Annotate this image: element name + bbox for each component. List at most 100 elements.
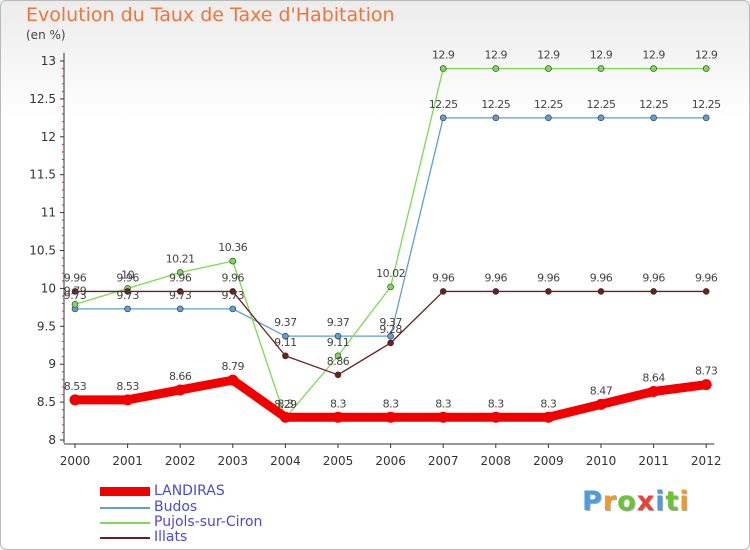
point-landiras <box>174 384 186 396</box>
legend-label-illats: Illats <box>154 529 188 545</box>
point-pujols-sur-ciron <box>387 283 394 291</box>
y-tick-label: 11.5 <box>29 168 56 182</box>
y-tick-label: 10.5 <box>29 244 56 258</box>
point-budos <box>597 114 605 122</box>
point-budos <box>545 114 552 122</box>
data-labels: 9.73 9.73 9.73 9.73 9.37 9.37 9.37 12.25 12.25 12… <box>64 49 722 411</box>
data-label-pujols-sur-ciron: 10.02 <box>376 267 405 280</box>
point-landiras <box>122 394 134 406</box>
legend-swatch-landiras <box>100 487 150 496</box>
data-label-budos: 9.37 <box>379 316 402 329</box>
data-label-pujols-sur-ciron: 12.9 <box>537 49 560 62</box>
series-layer <box>69 65 712 423</box>
x-tick-label: 2001 <box>112 454 143 468</box>
data-label-illats: 9.96 <box>590 271 613 284</box>
logo-letter: P <box>582 486 603 517</box>
point-budos <box>702 114 710 122</box>
point-pujols-sur-ciron <box>439 65 447 72</box>
data-label-illats: 9.96 <box>537 271 560 284</box>
data-label-landiras: 8.53 <box>64 380 87 393</box>
data-label-pujols-sur-ciron: 12.9 <box>642 49 665 62</box>
point-illats <box>387 339 394 347</box>
x-tick-label: 2003 <box>218 454 249 468</box>
logo-letter: r <box>602 486 618 517</box>
y-tick-label: 10 <box>41 281 56 295</box>
point-budos <box>492 114 500 122</box>
data-label-pujols-sur-ciron: 10 <box>121 268 134 281</box>
data-label-illats: 9.96 <box>642 271 665 284</box>
x-tick-label: 2004 <box>270 454 301 468</box>
data-label-landiras: 8.64 <box>642 371 665 384</box>
data-label-landiras: 8.66 <box>169 370 192 383</box>
legend-label-landiras: LANDIRAS <box>154 483 225 499</box>
axes: 8 8.5 9 9.5 10 10.5 11 11.5 12 12.5 13 2000 2001 2002… <box>29 53 721 468</box>
point-pujols-sur-ciron <box>702 65 710 72</box>
data-label-budos: 12.25 <box>534 98 563 111</box>
point-illats <box>229 288 237 295</box>
series-line-pujols-sur-ciron <box>74 67 707 419</box>
x-tick-label: 2005 <box>323 454 354 468</box>
y-tick-label: 8.5 <box>37 395 56 409</box>
point-landiras <box>279 411 291 423</box>
point-illats <box>124 288 131 295</box>
point-illats <box>439 288 447 295</box>
data-label-budos: 12.25 <box>692 98 721 111</box>
x-tick-label: 2000 <box>60 454 91 468</box>
point-pujols-sur-ciron <box>492 65 500 72</box>
logo-letter: t <box>665 486 680 517</box>
data-label-pujols-sur-ciron: 12.9 <box>590 49 613 62</box>
point-landiras <box>542 411 554 423</box>
y-tick-label: 12.5 <box>29 92 56 106</box>
point-illats <box>282 352 289 360</box>
data-label-illats: 9.96 <box>432 271 455 284</box>
point-landiras <box>332 411 344 423</box>
data-label-illats: 8.86 <box>327 355 350 368</box>
data-label-budos: 9.73 <box>222 289 245 302</box>
point-pujols-sur-ciron <box>650 65 657 72</box>
point-landiras <box>648 385 660 397</box>
point-budos <box>229 305 237 313</box>
data-label-landiras: 8.3 <box>540 397 556 410</box>
point-illats <box>71 288 79 295</box>
data-label-pujols-sur-ciron: 10.21 <box>166 252 195 265</box>
y-tick-label: 9 <box>48 357 56 371</box>
data-label-pujols-sur-ciron: 9.79 <box>64 284 87 297</box>
data-label-illats: 9.96 <box>485 271 508 284</box>
logo-letter: i <box>679 486 690 517</box>
x-tick-label: 2007 <box>428 454 459 468</box>
data-label-landiras: 8.3 <box>488 397 504 410</box>
point-budos <box>176 305 184 313</box>
point-landiras <box>490 411 502 423</box>
x-tick-label: 2012 <box>691 454 722 468</box>
point-illats <box>334 371 342 379</box>
point-illats <box>176 288 184 295</box>
y-tick-label: 8 <box>48 433 56 447</box>
point-illats <box>597 288 605 295</box>
unit-label: (en %) <box>26 28 66 42</box>
point-landiras <box>227 374 239 386</box>
data-label-illats: 9.96 <box>64 271 87 284</box>
data-label-budos: 9.37 <box>327 316 350 329</box>
legend-label-pujols: Pujols-sur-Ciron <box>154 514 263 530</box>
data-label-pujols-sur-ciron: 10.36 <box>218 241 247 254</box>
x-tick-label: 2010 <box>586 454 617 468</box>
point-budos <box>334 332 342 340</box>
point-illats <box>650 288 657 295</box>
data-label-pujols-sur-ciron: 12.9 <box>485 49 508 62</box>
data-label-landiras: 8.3 <box>435 397 451 410</box>
point-pujols-sur-ciron <box>176 269 184 276</box>
data-label-landiras: 8.53 <box>116 380 139 393</box>
data-label-budos: 12.25 <box>639 98 668 111</box>
data-label-illats: 9.11 <box>274 336 297 349</box>
point-illats <box>492 288 500 295</box>
x-tick-label: 2011 <box>638 454 669 468</box>
point-budos <box>124 305 131 313</box>
x-tick-label: 2006 <box>375 454 406 468</box>
legend-swatch-pujols <box>100 522 150 524</box>
point-budos <box>650 114 657 122</box>
point-illats <box>545 288 552 295</box>
data-label-budos: 12.25 <box>481 98 510 111</box>
data-label-illats: 9.96 <box>222 271 245 284</box>
